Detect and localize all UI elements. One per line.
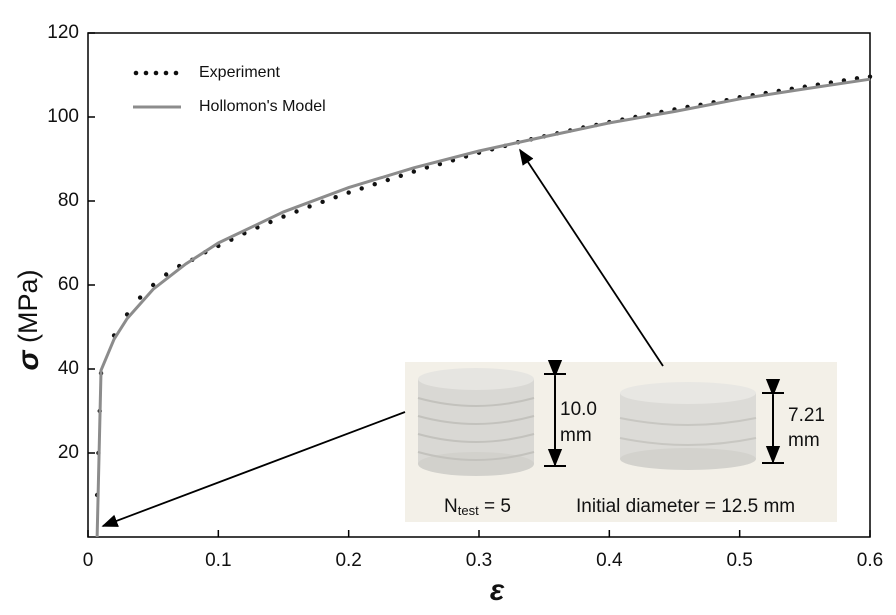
x-tick-label: 0.4 <box>596 550 623 571</box>
data-point <box>164 272 169 277</box>
x-tick-label: 0.3 <box>466 550 492 571</box>
x-tick-label: 0.5 <box>726 550 752 571</box>
x-tick-label: 0.6 <box>857 550 883 571</box>
legend-marker <box>143 70 149 76</box>
y-tick-label: 20 <box>58 442 79 463</box>
legend-marker <box>153 70 159 76</box>
count-tail: = 5 <box>479 496 511 517</box>
diameter-label: Initial diameter = 12.5 mm <box>576 496 795 517</box>
legend-marker <box>163 70 169 76</box>
count-sub: test <box>458 503 479 518</box>
data-point <box>307 204 312 209</box>
data-point <box>346 190 351 195</box>
data-point <box>437 161 443 167</box>
count-main: N <box>444 496 458 517</box>
y-tick-label: 40 <box>58 358 79 379</box>
data-point <box>424 165 430 170</box>
y-tick-label: 60 <box>58 274 79 295</box>
x-tick-label: 0.2 <box>335 550 361 571</box>
y-tick-label: 120 <box>47 22 79 43</box>
y-tick-label: 100 <box>47 106 79 127</box>
data-point <box>411 169 417 174</box>
data-point <box>137 295 143 300</box>
data-point <box>150 282 156 288</box>
data-point <box>320 199 325 205</box>
data-point <box>359 186 364 191</box>
legend-label: Hollomon's Model <box>199 98 326 115</box>
data-point <box>294 209 299 214</box>
y-tick-label: 80 <box>58 190 79 211</box>
data-point <box>867 74 873 79</box>
data-point <box>281 214 286 219</box>
y-axis-unit: (MPa) <box>13 270 43 351</box>
x-tick-label: 0 <box>83 550 94 571</box>
x-tick-label: 0.1 <box>205 550 231 571</box>
height-label: 7.21 <box>788 405 825 426</box>
inset-photo <box>405 359 837 522</box>
sample-count: Ntest = 5 <box>444 496 511 518</box>
y-axis-label: σ (MPa) <box>12 270 45 371</box>
data-point <box>333 195 338 200</box>
data-point <box>268 219 273 225</box>
legend-marker <box>173 70 179 76</box>
legend-label: Experiment <box>199 64 280 81</box>
x-axis-label: ε <box>490 574 505 607</box>
legend-marker <box>133 70 139 76</box>
data-point <box>372 182 377 187</box>
height-label: 10.0 <box>560 399 597 420</box>
data-point <box>398 173 403 178</box>
y-axis-symbol: σ <box>12 349 45 370</box>
height-unit: mm <box>788 430 820 451</box>
data-point <box>385 177 390 183</box>
pointer-arrow <box>101 411 406 527</box>
pointer-arrow <box>519 148 664 367</box>
model-line <box>95 77 871 538</box>
height-unit: mm <box>560 425 592 446</box>
